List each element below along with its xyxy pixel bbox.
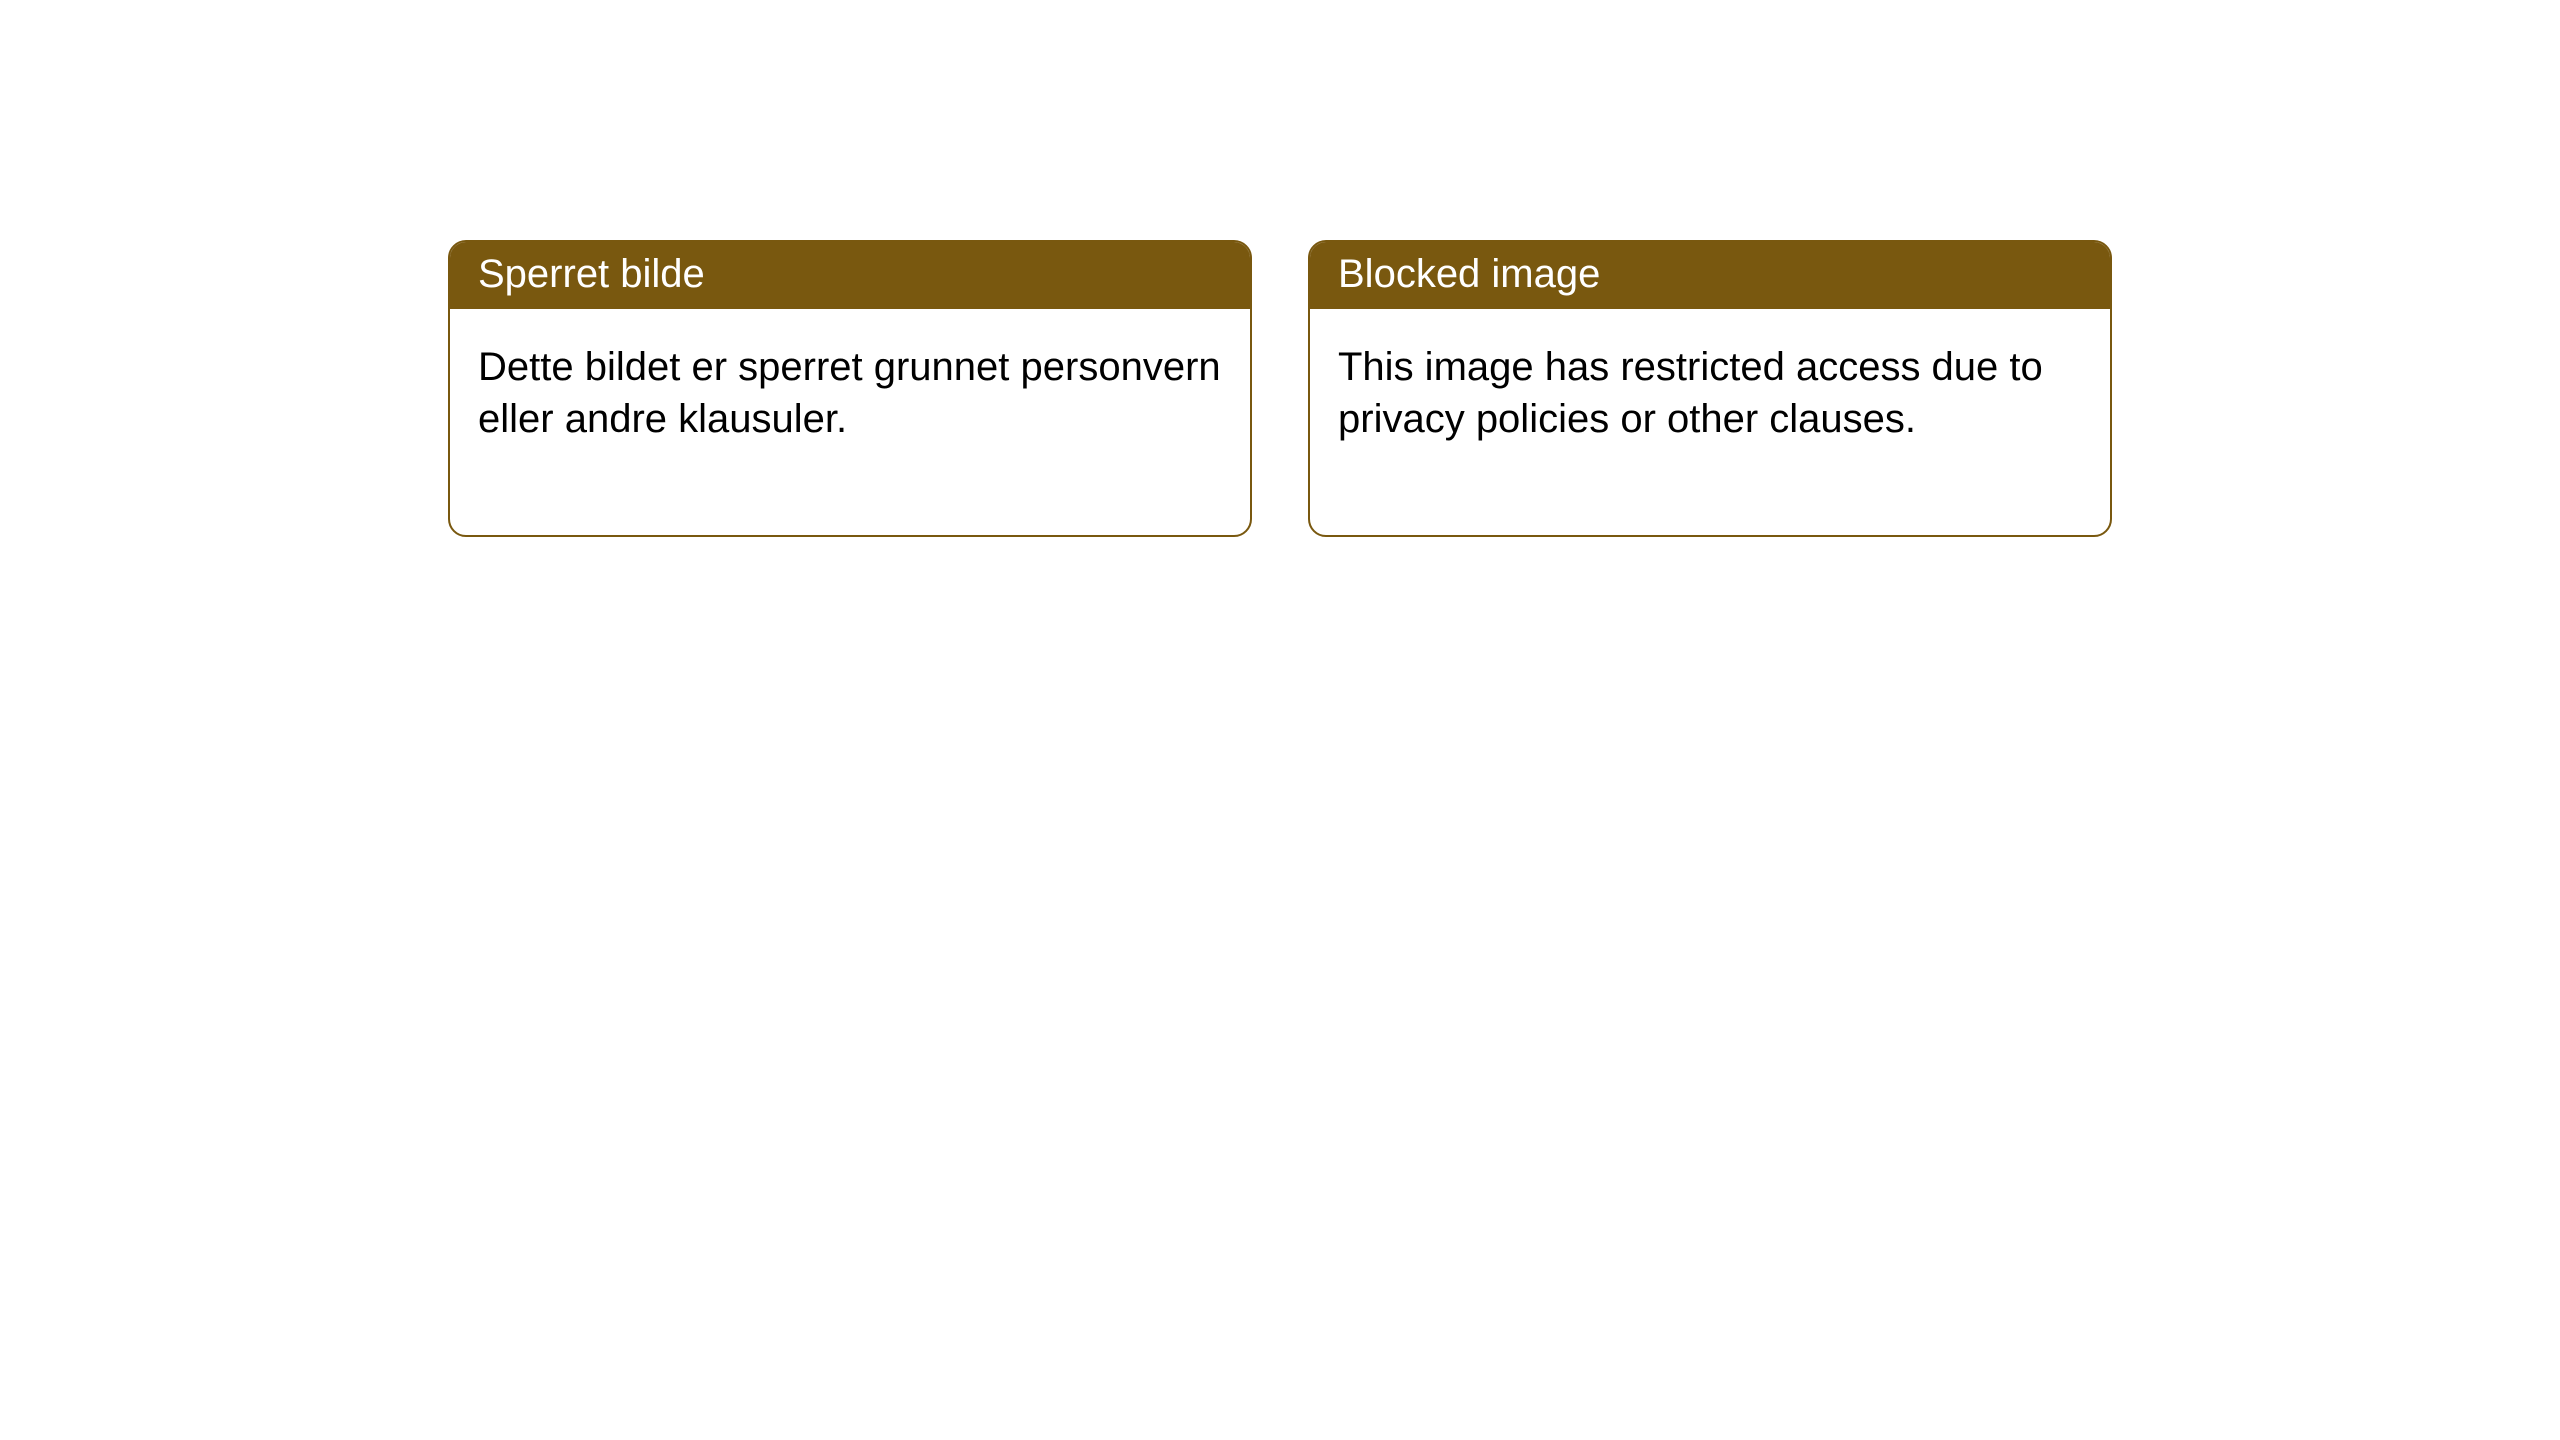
notice-header-english: Blocked image	[1310, 242, 2110, 309]
notice-body-norwegian: Dette bildet er sperret grunnet personve…	[450, 309, 1250, 535]
notice-card-norwegian: Sperret bilde Dette bildet er sperret gr…	[448, 240, 1252, 537]
notice-card-english: Blocked image This image has restricted …	[1308, 240, 2112, 537]
notice-header-norwegian: Sperret bilde	[450, 242, 1250, 309]
notice-body-english: This image has restricted access due to …	[1310, 309, 2110, 535]
notice-container: Sperret bilde Dette bildet er sperret gr…	[0, 0, 2560, 537]
